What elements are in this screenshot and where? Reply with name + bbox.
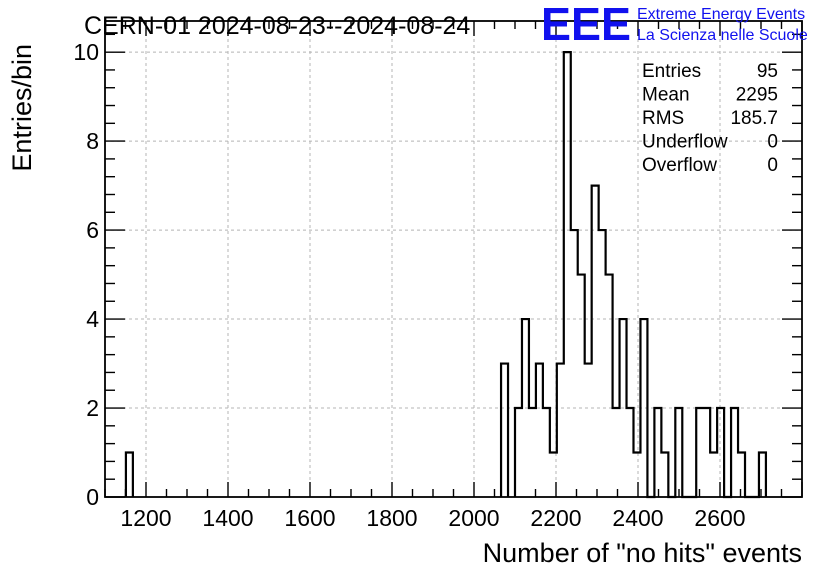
- chart-title: CERN-01 2024-08-23--2024-08-24: [84, 12, 470, 40]
- eee-logo-line1: Extreme Energy Events: [637, 6, 805, 23]
- y-tick-label: 4: [86, 306, 99, 332]
- y-tick-label: 8: [86, 128, 99, 154]
- histogram-outline: [124, 51, 768, 499]
- y-axis-label: Entries/bin: [7, 44, 37, 172]
- x-axis-label: Number of "no hits" events: [483, 538, 802, 568]
- stat-value: 95: [757, 61, 778, 82]
- x-tick-labels: 1200 1400 1600 1800 2000 2200 2400 2600: [120, 505, 745, 531]
- x-tick-label: 2600: [694, 505, 745, 531]
- eee-logo-mark: EEE: [541, 0, 631, 50]
- axis-ticks: [104, 21, 803, 498]
- grid-lines: [105, 21, 802, 497]
- eee-logo-line2: La Scienza nelle Scuole: [637, 27, 808, 44]
- x-tick-label: 1400: [202, 505, 253, 531]
- stat-value: 2295: [736, 85, 778, 106]
- y-tick-label: 6: [86, 217, 99, 243]
- plot-frame: [104, 20, 803, 498]
- y-tick-label: 10: [73, 39, 99, 65]
- x-tick-label: 2000: [448, 505, 499, 531]
- stat-value: 0: [767, 132, 778, 153]
- stat-label: Underflow: [642, 132, 728, 153]
- x-tick-label: 2400: [612, 505, 663, 531]
- x-tick-label: 2200: [530, 505, 581, 531]
- stat-label: Entries: [642, 61, 701, 82]
- y-tick-label: 0: [86, 484, 99, 510]
- stat-value: 0: [767, 155, 778, 176]
- stat-label: RMS: [642, 108, 684, 129]
- x-tick-label: 1600: [284, 505, 335, 531]
- eee-logo: EEE Extreme Energy Events La Scienza nel…: [541, 0, 808, 50]
- stat-label: Overflow: [642, 155, 717, 176]
- y-tick-labels: 0 2 4 6 8 10: [73, 39, 99, 510]
- y-tick-label: 2: [86, 395, 99, 421]
- x-tick-label: 1800: [366, 505, 417, 531]
- stat-label: Mean: [642, 85, 690, 106]
- stat-value: 185.7: [730, 108, 778, 129]
- x-tick-label: 1200: [120, 505, 171, 531]
